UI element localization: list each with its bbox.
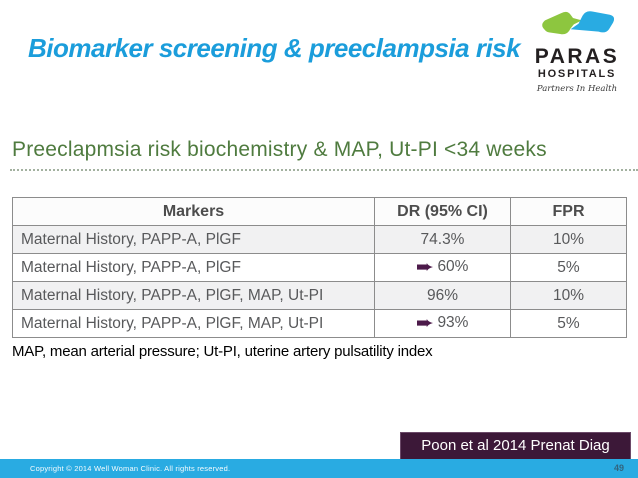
table-row: Maternal History, PAPP-A, PlGF 74.3% 10% bbox=[12, 225, 627, 254]
dr-cell: ➨ 60% bbox=[374, 253, 511, 282]
markers-cell: Maternal History, PAPP-A, PlGF bbox=[12, 253, 375, 282]
abbreviations-footnote: MAP, mean arterial pressure; Ut-PI, uter… bbox=[12, 343, 433, 360]
column-header-dr: DR (95% CI) bbox=[374, 197, 511, 226]
page-number: 49 bbox=[613, 463, 624, 473]
right-arrow-icon: ➨ bbox=[415, 313, 434, 334]
table-row: Maternal History, PAPP-A, PlGF, MAP, Ut-… bbox=[12, 309, 627, 338]
fpr-cell: 5% bbox=[510, 309, 627, 338]
column-header-markers: Markers bbox=[12, 197, 375, 226]
right-arrow-icon: ➨ bbox=[415, 257, 434, 278]
footer-bar: Copyright © 2014 Well Woman Clinic. All … bbox=[0, 459, 638, 478]
copyright-text: Copyright © 2014 Well Woman Clinic. All … bbox=[30, 464, 231, 473]
logo-name: PARAS bbox=[534, 45, 620, 68]
slide-title: Biomarker screening & preeclampsia risk bbox=[28, 33, 521, 63]
dr-cell: 74.3% bbox=[374, 225, 511, 254]
section-heading: Preeclapmsia risk biochemistry & MAP, Ut… bbox=[12, 138, 547, 161]
dr-value: 60% bbox=[437, 258, 469, 275]
column-header-fpr: FPR bbox=[510, 197, 627, 226]
markers-cell: Maternal History, PAPP-A, PlGF, MAP, Ut-… bbox=[12, 281, 375, 310]
fpr-cell: 10% bbox=[510, 281, 627, 310]
markers-cell: Maternal History, PAPP-A, PlGF, MAP, Ut-… bbox=[12, 309, 375, 338]
markers-cell: Maternal History, PAPP-A, PlGF bbox=[12, 225, 375, 254]
fpr-cell: 5% bbox=[510, 253, 627, 282]
table-row: Maternal History, PAPP-A, PlGF ➨ 60% 5% bbox=[12, 253, 627, 282]
logo-type: HOSPITALS bbox=[537, 68, 617, 81]
dotted-divider bbox=[10, 169, 638, 171]
markers-table: Markers DR (95% CI) FPR Maternal History… bbox=[12, 197, 627, 338]
logo-tagline: Partners In Health bbox=[536, 84, 618, 95]
dr-cell: ➨ 93% bbox=[374, 309, 511, 338]
paras-hospitals-logo: PARAS HOSPITALS Partners In Health bbox=[520, 6, 634, 94]
dr-cell: 96% bbox=[374, 281, 511, 310]
dr-value: 93% bbox=[437, 314, 469, 331]
fpr-cell: 10% bbox=[510, 225, 627, 254]
table-row: Maternal History, PAPP-A, PlGF, MAP, Ut-… bbox=[12, 281, 627, 310]
clasped-hands-icon bbox=[542, 11, 615, 35]
table-header-row: Markers DR (95% CI) FPR bbox=[12, 197, 627, 226]
citation-box: Poon et al 2014 Prenat Diag bbox=[400, 432, 631, 460]
